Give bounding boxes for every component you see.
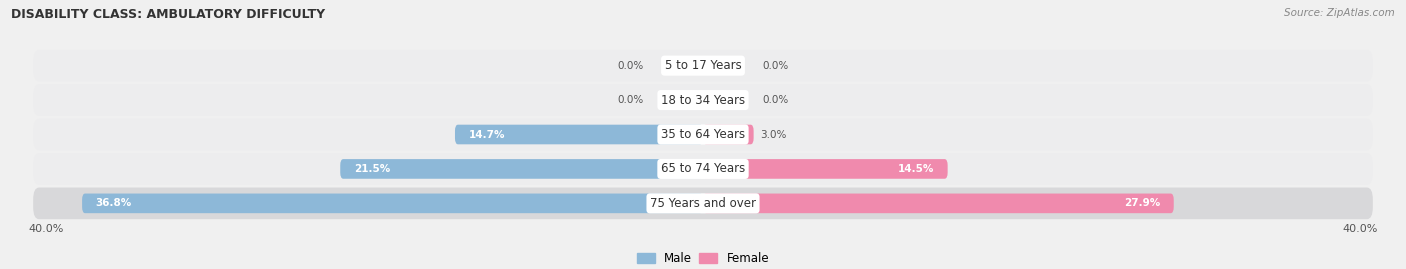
Text: 14.7%: 14.7%: [468, 129, 505, 140]
Text: 18 to 34 Years: 18 to 34 Years: [661, 94, 745, 107]
Text: 21.5%: 21.5%: [354, 164, 389, 174]
Text: 35 to 64 Years: 35 to 64 Years: [661, 128, 745, 141]
FancyBboxPatch shape: [34, 187, 1372, 219]
Text: 0.0%: 0.0%: [762, 61, 789, 71]
Text: 0.0%: 0.0%: [762, 95, 789, 105]
Text: 75 Years and over: 75 Years and over: [650, 197, 756, 210]
FancyBboxPatch shape: [34, 153, 1372, 185]
Text: 40.0%: 40.0%: [1343, 224, 1378, 234]
Text: 3.0%: 3.0%: [761, 129, 787, 140]
Text: 14.5%: 14.5%: [898, 164, 934, 174]
FancyBboxPatch shape: [456, 125, 703, 144]
Text: 5 to 17 Years: 5 to 17 Years: [665, 59, 741, 72]
Text: 36.8%: 36.8%: [96, 198, 132, 208]
FancyBboxPatch shape: [703, 125, 754, 144]
Text: 0.0%: 0.0%: [617, 61, 644, 71]
FancyBboxPatch shape: [703, 193, 1174, 213]
Text: 65 to 74 Years: 65 to 74 Years: [661, 162, 745, 175]
Text: 27.9%: 27.9%: [1123, 198, 1160, 208]
Legend: Male, Female: Male, Female: [633, 247, 773, 269]
FancyBboxPatch shape: [34, 119, 1372, 150]
FancyBboxPatch shape: [82, 193, 703, 213]
FancyBboxPatch shape: [340, 159, 703, 179]
FancyBboxPatch shape: [34, 84, 1372, 116]
Text: 0.0%: 0.0%: [617, 95, 644, 105]
Text: DISABILITY CLASS: AMBULATORY DIFFICULTY: DISABILITY CLASS: AMBULATORY DIFFICULTY: [11, 8, 325, 21]
FancyBboxPatch shape: [703, 159, 948, 179]
Text: 40.0%: 40.0%: [28, 224, 63, 234]
FancyBboxPatch shape: [34, 50, 1372, 82]
Text: Source: ZipAtlas.com: Source: ZipAtlas.com: [1284, 8, 1395, 18]
